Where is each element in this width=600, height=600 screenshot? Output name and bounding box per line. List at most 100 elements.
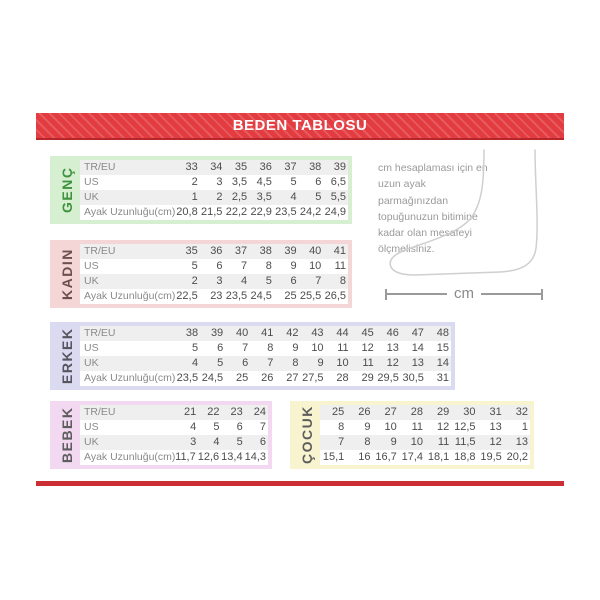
size-value-cell: 8 — [338, 421, 345, 433]
size-table-bebek: BEBEK TR/EU 21 22 23 24 US 4 5 6 7 UK 3 4 5 6 Ayak Uzunl… — [50, 401, 272, 469]
size-value-cell: 5 — [217, 357, 224, 369]
size-value-cell: 12 — [361, 342, 374, 354]
size-table-genc: GENÇ TR/EU 33 34 35 36 37 38 39 US 2 3 3,5 4,5 5 6 6,5 UK… — [50, 156, 352, 224]
size-value-cell: 6 — [236, 421, 243, 433]
size-value-cell: 18,8 — [454, 451, 476, 463]
size-value-cell: 11 — [334, 260, 347, 272]
size-value-cell: 4 — [190, 421, 197, 433]
cm-measure-line: cm — [385, 286, 543, 301]
row-header: TR/EU — [84, 161, 116, 173]
table-row: TR/EU 38 39 40 41 42 43 44 45 46 47 48 — [80, 326, 451, 341]
size-value-cell: 1 — [521, 421, 528, 433]
row-header: TR/EU — [84, 245, 116, 257]
size-value-cell: 7 — [315, 275, 322, 287]
row-header: Ayak Uzunluğu(cm) — [84, 290, 175, 302]
size-value-cell: 31 — [436, 372, 450, 384]
size-value-cell: 20,8 — [176, 206, 198, 218]
table-row: US 2 3 3,5 4,5 5 6 6,5 — [80, 175, 348, 190]
size-value-cell: 25 — [332, 406, 345, 418]
size-value-cell: 12,5 — [454, 421, 476, 433]
size-value-cell: 7 — [242, 342, 249, 354]
size-value-cell: 5 — [213, 421, 220, 433]
size-value-cell: 37 — [234, 245, 248, 257]
size-value-cell: 8 — [364, 436, 371, 448]
size-value-cell: 46 — [386, 327, 399, 339]
row-header: UK — [84, 275, 99, 287]
size-value-cell: 23 — [230, 406, 243, 418]
size-value-cell: 13 — [386, 342, 399, 354]
size-value-cell: 41 — [261, 327, 274, 339]
size-value-cell: 26,5 — [324, 290, 347, 302]
size-value-cell: 42 — [286, 327, 299, 339]
table-grid: 25 26 27 28 29 30 31 32 8 9 10 11 12 12,5 13 1 7 8 9 10 11 11… — [320, 405, 530, 465]
size-value-cell: 27 — [384, 406, 397, 418]
size-value-cell: 28 — [336, 372, 349, 384]
table-row: Ayak Uzunluğu(cm) 11,7 12,6 13,4 14,3 — [80, 450, 268, 465]
row-header: US — [84, 342, 99, 354]
table-group-label: ERKEK — [59, 327, 75, 385]
row-header: UK — [84, 436, 99, 448]
size-value-cell: 39 — [284, 245, 297, 257]
size-value-cell: 3 — [190, 436, 197, 448]
size-value-cell: 3,5 — [256, 191, 272, 203]
size-value-cell: 13 — [515, 436, 528, 448]
size-value-cell: 24,9 — [324, 206, 347, 218]
size-value-cell: 6,5 — [330, 176, 347, 188]
size-value-cell: 6 — [216, 260, 223, 272]
size-value-cell: 8 — [267, 342, 274, 354]
size-value-cell: 11 — [411, 421, 423, 433]
row-header: TR/EU — [84, 406, 116, 418]
size-value-cell: 5,5 — [330, 191, 347, 203]
size-table-cocuk: ÇOCUK 25 26 27 28 29 30 31 32 8 9 10 11 12 12,5 13 1 7 8 9 1… — [290, 401, 534, 469]
size-value-cell: 16 — [358, 451, 371, 463]
left-tick — [385, 288, 387, 300]
size-value-cell: 6 — [217, 342, 224, 354]
size-value-cell: 14 — [436, 357, 450, 369]
size-value-cell: 10 — [309, 260, 322, 272]
table-row: UK 1 2 2,5 3,5 4 5 5,5 — [80, 190, 348, 205]
size-value-cell: 10 — [410, 436, 423, 448]
size-value-cell: 12,6 — [197, 451, 220, 463]
table-row: Ayak Uzunluğu(cm) 22,5 23 23,5 24,5 25 25,5 26,… — [80, 289, 348, 304]
size-value-cell: 24,2 — [299, 206, 322, 218]
size-value-cell: 11,7 — [175, 451, 196, 463]
size-value-cell: 5 — [236, 436, 243, 448]
size-value-cell: 33 — [185, 161, 198, 173]
size-value-cell: 10 — [384, 421, 397, 433]
page-title: BEDEN TABLOSU — [232, 117, 368, 134]
size-value-cell: 23,5 — [176, 372, 199, 384]
size-value-cell: 4 — [290, 191, 297, 203]
size-value-cell: 17,4 — [401, 451, 423, 463]
size-value-cell: 15,1 — [322, 451, 345, 463]
size-value-cell: 5 — [265, 275, 272, 287]
size-value-cell: 11,5 — [454, 436, 476, 448]
size-value-cell: 39 — [333, 161, 347, 173]
size-value-cell: 11 — [437, 436, 450, 448]
size-value-cell: 14,3 — [244, 451, 266, 463]
size-value-cell: 7 — [267, 357, 274, 369]
row-header: UK — [84, 191, 99, 203]
table-group-label: GENÇ — [59, 166, 75, 214]
row-header: US — [84, 176, 99, 188]
size-value-cell: 13,4 — [221, 451, 243, 463]
table-row: 7 8 9 10 11 11,5 12 13 — [320, 435, 530, 450]
table-row: UK 3 4 5 6 — [80, 435, 268, 450]
size-value-cell: 2 — [191, 275, 198, 287]
size-value-cell: 21 — [184, 406, 197, 418]
size-value-cell: 12 — [386, 357, 399, 369]
size-value-cell: 23,5 — [225, 290, 248, 302]
size-value-cell: 9 — [390, 436, 397, 448]
size-value-cell: 28 — [410, 406, 423, 418]
table-row: 8 9 10 11 12 12,5 13 1 — [320, 420, 530, 435]
size-value-cell: 16,7 — [375, 451, 397, 463]
size-table-kadin: KADIN TR/EU 35 36 37 38 39 40 41 US 5 6 7 8 9 10 11 UK 2 3 4… — [50, 240, 352, 308]
size-value-cell: 6 — [242, 357, 249, 369]
size-value-cell: 6 — [315, 176, 322, 188]
size-value-cell: 2,5 — [231, 191, 248, 203]
size-value-cell: 11 — [337, 342, 349, 354]
size-value-cell: 8 — [292, 357, 299, 369]
size-value-cell: 5 — [315, 191, 322, 203]
table-group-label: BEBEK — [59, 406, 75, 464]
size-value-cell: 4 — [191, 357, 199, 369]
